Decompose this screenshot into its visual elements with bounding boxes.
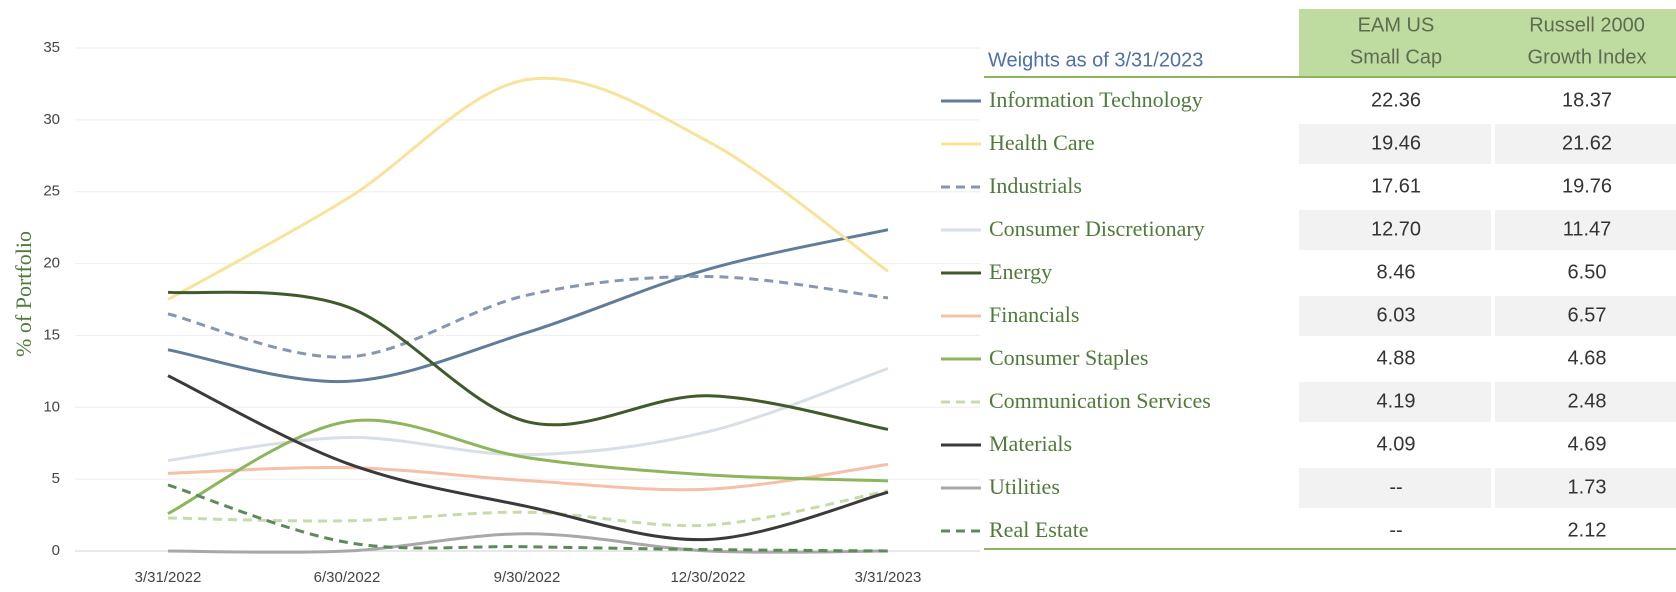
row-bg <box>1299 296 1491 336</box>
series-line <box>167 228 889 384</box>
series-line <box>167 483 889 553</box>
series-line <box>167 489 889 528</box>
legend-label: Health Care <box>989 130 1095 155</box>
header-bg <box>1299 9 1676 76</box>
cell: 21.62 <box>1562 132 1612 154</box>
column-header: EAM US <box>1358 14 1435 36</box>
cell: 17.61 <box>1371 175 1421 197</box>
cell: 11.47 <box>1563 218 1612 240</box>
cell: -- <box>1389 476 1402 498</box>
row-bg <box>1299 124 1491 164</box>
row-bg <box>1495 296 1676 336</box>
series-line <box>167 367 889 462</box>
x-tick-label: 3/31/2023 <box>855 569 922 586</box>
cell: 12.70 <box>1371 218 1421 240</box>
y-tick-label: 10 <box>43 398 60 415</box>
series-line <box>167 462 889 492</box>
cell: 4.88 <box>1377 347 1416 369</box>
legend-label: Communication Services <box>989 388 1211 413</box>
row-bg <box>1299 382 1491 422</box>
y-tick-label: 5 <box>52 470 60 487</box>
cell: 4.19 <box>1377 390 1416 412</box>
legend-label: Consumer Staples <box>989 345 1149 370</box>
cell: 19.76 <box>1562 175 1612 197</box>
row-bg <box>1299 210 1491 250</box>
legend-label: Real Estate <box>989 517 1089 542</box>
cell: 6.03 <box>1377 304 1416 326</box>
column-header: Small Cap <box>1350 46 1442 68</box>
series-line <box>167 290 889 431</box>
x-tick-label: 9/30/2022 <box>494 569 561 586</box>
series-line <box>167 76 889 301</box>
y-tick-label: 35 <box>43 39 60 56</box>
legend-label: Consumer Discretionary <box>989 216 1205 241</box>
y-axis-label: % of Portfolio <box>11 231 36 357</box>
y-tick-label: 20 <box>43 255 60 272</box>
series-line <box>167 374 889 542</box>
row-bg <box>1495 382 1676 422</box>
legend-label: Information Technology <box>989 87 1203 112</box>
cell: 4.09 <box>1377 433 1416 455</box>
cell: 1.73 <box>1568 476 1607 498</box>
table-title: Weights as of 3/31/2023 <box>988 49 1203 71</box>
cell: 4.69 <box>1568 433 1607 455</box>
row-bg <box>1495 124 1676 164</box>
cell: 6.57 <box>1568 304 1607 326</box>
y-tick-label: 25 <box>43 183 60 200</box>
x-tick-label: 6/30/2022 <box>314 569 381 586</box>
series-line <box>167 275 889 359</box>
cell: 22.36 <box>1371 89 1421 111</box>
column-header: Growth Index <box>1528 46 1647 68</box>
legend-label: Financials <box>989 302 1079 327</box>
row-bg <box>1495 210 1676 250</box>
cell: 6.50 <box>1568 261 1607 283</box>
cell: 19.46 <box>1371 132 1421 154</box>
cell: -- <box>1389 519 1402 541</box>
x-tick-label: 12/30/2022 <box>670 569 745 586</box>
y-tick-label: 30 <box>43 111 60 128</box>
cell: 8.46 <box>1377 261 1416 283</box>
y-tick-label: 15 <box>43 326 60 343</box>
column-header: Russell 2000 <box>1529 14 1645 36</box>
cell: 4.68 <box>1568 347 1607 369</box>
legend-label: Materials <box>989 431 1072 456</box>
cell: 2.48 <box>1568 390 1607 412</box>
y-tick-label: 0 <box>52 542 60 559</box>
cell: 2.12 <box>1568 519 1607 541</box>
legend-label: Industrials <box>989 173 1082 198</box>
row-bg <box>1299 468 1491 508</box>
cell: 18.37 <box>1562 89 1612 111</box>
legend-label: Energy <box>989 259 1052 284</box>
x-tick-label: 3/31/2022 <box>135 569 202 586</box>
series-line <box>167 532 889 554</box>
series-line <box>167 418 889 515</box>
row-bg <box>1495 468 1676 508</box>
legend-label: Utilities <box>989 474 1060 499</box>
